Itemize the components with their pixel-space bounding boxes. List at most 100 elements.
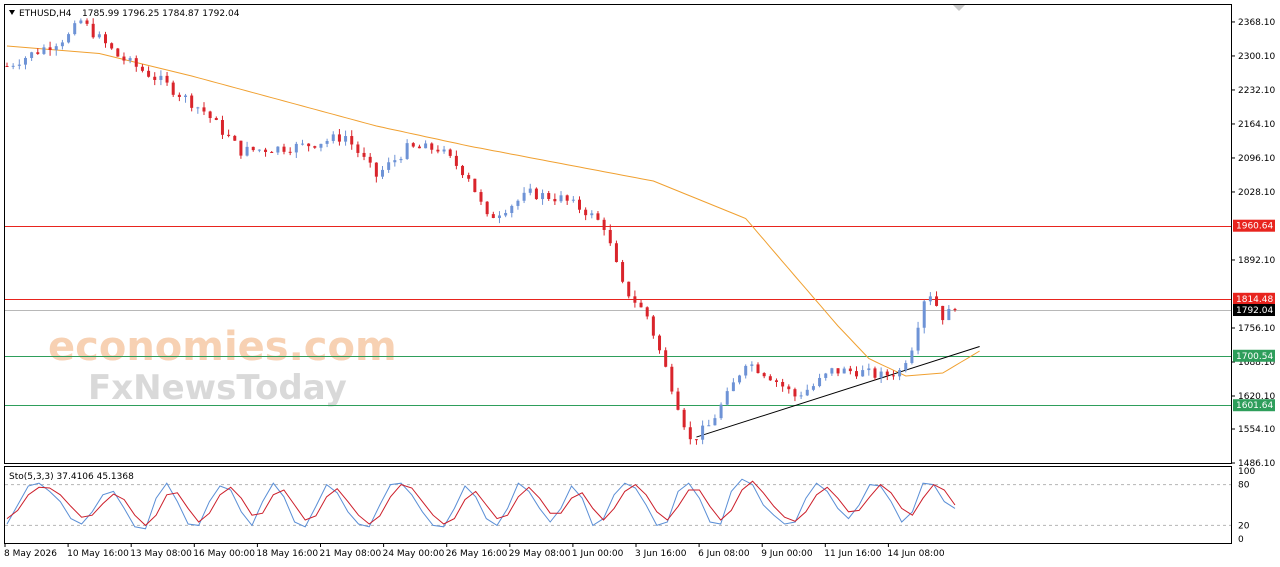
candle (633, 290, 637, 308)
candle-body (608, 229, 612, 244)
candle-body (325, 140, 329, 144)
candle-body (374, 162, 378, 177)
candle-body (270, 151, 274, 153)
oscillator-frame (4, 466, 1232, 544)
candle-body (504, 212, 508, 216)
candle (30, 51, 34, 61)
candle (85, 18, 89, 26)
candle (300, 139, 304, 146)
candle-body (645, 307, 649, 317)
candle-body (430, 143, 434, 150)
stoch-tick-label: 0 (1238, 535, 1244, 545)
candle-body (393, 160, 397, 163)
time-tick-label: 1 Jun 00:00 (572, 549, 624, 559)
candle-body (97, 34, 101, 38)
candle (134, 55, 138, 72)
candle (867, 363, 871, 376)
candle (17, 59, 21, 70)
candle (787, 384, 791, 394)
candle (288, 147, 292, 156)
candle (651, 314, 655, 339)
candle-body (947, 308, 951, 321)
candle-body (602, 219, 606, 230)
candle (325, 138, 329, 148)
candle-body (497, 215, 501, 218)
candle (756, 362, 760, 374)
trendline[interactable] (696, 346, 980, 438)
candle (842, 366, 846, 374)
candle-body (614, 243, 618, 263)
candle-body (651, 316, 655, 336)
candle-body (17, 64, 21, 66)
candle-body (491, 214, 495, 218)
candle-body (824, 373, 828, 378)
candle-body (935, 296, 939, 306)
candle-body (177, 94, 181, 98)
price-tick-label: 2300.10 (1238, 52, 1275, 62)
candle-body (165, 75, 169, 83)
candle-body (559, 195, 563, 202)
candle (103, 31, 107, 48)
candle (738, 374, 742, 385)
price-tick-label: 2232.10 (1238, 86, 1275, 96)
candle-body (694, 439, 698, 441)
candle (110, 42, 114, 50)
candle (510, 204, 514, 218)
candle-body (42, 47, 46, 54)
candle-body (799, 395, 803, 397)
candle-body (171, 82, 175, 95)
candle-body (590, 213, 594, 216)
candle-body (861, 370, 865, 377)
time-tick-label: 16 May 00:00 (193, 549, 255, 559)
candle (947, 305, 951, 321)
candle-body (128, 58, 132, 61)
candle-body (485, 201, 489, 215)
time-tick-label: 14 Jun 08:00 (887, 549, 944, 559)
candle (208, 110, 212, 123)
candle (79, 18, 83, 25)
candle-body (48, 47, 52, 50)
candle (910, 347, 914, 365)
candle (54, 43, 58, 56)
candle-body (85, 20, 89, 24)
candle (171, 80, 175, 97)
time-tick-label: 29 May 08:00 (509, 549, 571, 559)
candle (42, 44, 46, 55)
candle-body (356, 144, 360, 153)
candle (885, 369, 889, 381)
ohlc-values: 1785.99 1796.25 1784.87 1792.04 (82, 9, 240, 19)
stoch-tick-label: 80 (1238, 481, 1250, 491)
level-tag-label: 1960.64 (1236, 222, 1273, 232)
watermark-economies: economies.com (48, 324, 397, 370)
candle-body (467, 175, 471, 179)
candle (602, 217, 606, 236)
candle-body (541, 193, 545, 200)
time-tick-label: 21 May 08:00 (320, 549, 382, 559)
candle (928, 292, 932, 306)
candle (547, 190, 551, 201)
level-tag-support (1233, 399, 1275, 412)
main-chart-frame (4, 4, 1232, 464)
candle-body (54, 46, 58, 50)
candle-body (331, 134, 335, 141)
candle (467, 172, 471, 182)
level-tag-label: 1792.04 (1236, 306, 1273, 316)
collapse-triangle-icon[interactable] (9, 10, 15, 15)
candle-body (571, 199, 575, 201)
candle-body (134, 58, 138, 67)
scroll-marker-icon[interactable] (953, 5, 965, 11)
price-tick-label: 1756.10 (1238, 324, 1275, 334)
candle-body (276, 146, 280, 153)
time-tick-label: 26 May 16:00 (446, 549, 508, 559)
candle (411, 142, 415, 148)
candle (473, 178, 477, 193)
candle (417, 144, 421, 149)
candle (504, 209, 508, 218)
candle (214, 116, 218, 121)
candle (707, 419, 711, 427)
candle-body (885, 371, 889, 376)
candle (344, 130, 348, 146)
candle-body (91, 23, 95, 38)
candle (621, 259, 625, 284)
candle-body (36, 52, 40, 54)
